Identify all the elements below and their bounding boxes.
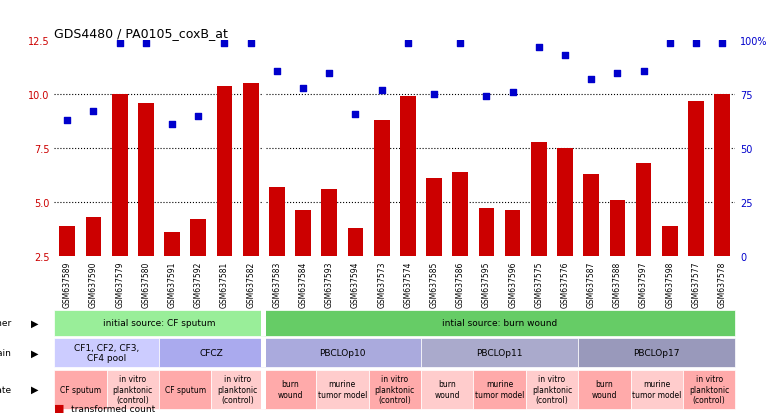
Text: murine
tumor model: murine tumor model [632,380,681,399]
Bar [190,220,206,256]
Text: CF1, CF2, CF3,
CF4 pool: CF1, CF2, CF3, CF4 pool [74,343,139,362]
Point [271,68,283,75]
Point [638,68,650,75]
Text: burn
wound: burn wound [591,380,617,399]
Point [349,111,361,118]
Point [559,53,571,59]
Bar [111,95,128,256]
Text: murine
tumor model: murine tumor model [317,380,367,399]
Text: CFCZ: CFCZ [200,348,223,357]
Text: in vitro
planktonic
(control): in vitro planktonic (control) [217,375,258,404]
Text: GDS4480 / PA0105_coxB_at: GDS4480 / PA0105_coxB_at [54,27,228,40]
Bar [295,211,311,256]
Text: transformed count: transformed count [71,404,156,413]
Point [61,117,74,124]
Text: initial source: CF sputum: initial source: CF sputum [103,318,215,328]
Bar [714,95,730,256]
Point [166,122,178,128]
Text: ■: ■ [54,403,65,413]
Text: in vitro
planktonic
(control): in vitro planktonic (control) [689,375,729,404]
Bar [478,209,495,256]
Point [506,90,519,96]
Point [297,85,310,92]
Text: in vitro
planktonic
(control): in vitro planktonic (control) [375,375,415,404]
Bar [60,226,75,256]
Bar [86,217,101,256]
Bar [635,164,652,256]
Point [533,45,545,51]
Point [690,40,702,47]
Bar [531,142,546,256]
Point [245,40,257,47]
Bar [348,228,363,256]
Bar [452,172,468,256]
Bar [426,179,442,256]
Text: in vitro
planktonic
(control): in vitro planktonic (control) [113,375,153,404]
Point [454,40,467,47]
Bar [557,149,573,256]
Text: in vitro
planktonic
(control): in vitro planktonic (control) [532,375,572,404]
Point [480,94,492,100]
Bar [164,233,180,256]
Point [663,40,676,47]
Bar [138,104,154,256]
Text: intial source: burn wound: intial source: burn wound [442,318,557,328]
Text: ▶: ▶ [31,318,39,328]
Text: strain: strain [0,348,12,357]
Text: isolate: isolate [0,385,12,394]
Text: PBCLOp17: PBCLOp17 [633,348,680,357]
Bar [321,190,337,256]
Bar [688,102,704,256]
Text: ▶: ▶ [31,348,39,358]
Bar [374,121,389,256]
Point [402,40,414,47]
Text: ▶: ▶ [31,384,39,394]
Text: other: other [0,318,12,328]
Point [611,70,624,77]
Point [585,77,598,83]
Bar [662,226,678,256]
Bar [243,84,259,256]
Text: PBCLOp11: PBCLOp11 [476,348,522,357]
Bar [610,200,625,256]
Point [114,40,126,47]
Point [428,92,440,98]
Point [375,88,388,94]
Point [192,113,204,120]
Point [139,40,152,47]
Bar [217,86,232,256]
Bar [584,174,599,256]
Bar [505,211,520,256]
Point [87,109,100,116]
Text: CF sputum: CF sputum [60,385,101,394]
Point [218,40,231,47]
Text: burn
wound: burn wound [277,380,303,399]
Point [716,40,728,47]
Text: CF sputum: CF sputum [165,385,206,394]
Text: murine
tumor model: murine tumor model [474,380,524,399]
Text: burn
wound: burn wound [434,380,460,399]
Text: PBCLOp10: PBCLOp10 [319,348,365,357]
Bar [400,97,416,256]
Bar [269,188,285,256]
Point [323,70,335,77]
